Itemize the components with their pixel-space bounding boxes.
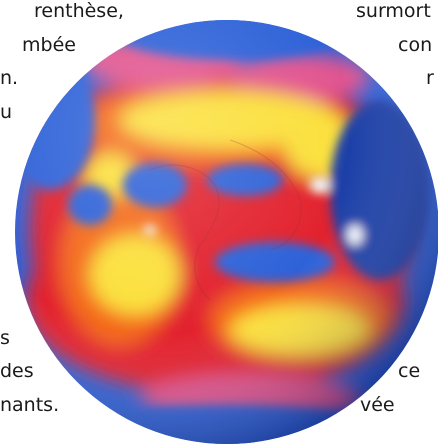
text-fragment-right-1: surmort bbox=[356, 0, 431, 22]
text-fragment-left-3: n. bbox=[0, 67, 19, 89]
text-fragment-right-5: vée bbox=[360, 394, 395, 416]
text-fragment-left-2: mbée bbox=[22, 34, 76, 56]
text-fragment-left-4: u bbox=[0, 101, 13, 123]
text-fragment-right-2: con bbox=[398, 34, 433, 56]
text-fragment-left-7: nants. bbox=[0, 394, 60, 416]
text-fragment-left-6: des bbox=[0, 360, 34, 382]
text-fragment-left-1: renthèse, bbox=[34, 0, 124, 22]
text-fragment-left-5: s bbox=[0, 327, 10, 349]
text-fragment-right-3: r bbox=[426, 67, 434, 89]
text-fragment-right-4: ce bbox=[398, 360, 421, 382]
